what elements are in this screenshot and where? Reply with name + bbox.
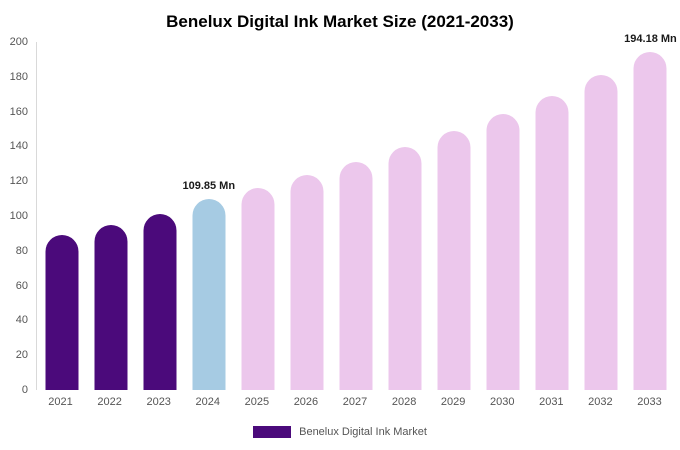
x-axis: 2021 2022 2023 2024 2025 2026 2027 2028 2029 2030… [36, 396, 674, 408]
legend: Benelux Digital Ink Market [0, 426, 680, 438]
chart-title: Benelux Digital Ink Market Size (2021-20… [166, 12, 514, 31]
x-tick-label-2022: 2022 [97, 396, 122, 408]
bar-group-2030 [479, 42, 528, 390]
chart-body: 0 20 40 60 80 100 120 140 160 180 200 109.85 Mn 194… [0, 33, 680, 396]
y-tick-label: 100 [9, 210, 28, 222]
legend-label: Benelux Digital Ink Market [299, 426, 427, 438]
bar-2029 [437, 131, 471, 390]
value-annotation-2024: 109.85 Mn [182, 179, 236, 192]
bar-2030 [486, 114, 520, 390]
bar-group-2031 [528, 42, 577, 390]
bar-2024 [192, 198, 226, 390]
y-tick-label: 0 [21, 384, 28, 396]
y-tick-label: 180 [9, 70, 28, 83]
x-tick-label-2026: 2026 [293, 396, 319, 408]
bar-2023 [143, 213, 177, 390]
y-tick-label: 160 [9, 105, 28, 118]
x-tick-label-2024: 2024 [195, 396, 221, 408]
y-tick-label: 80 [15, 244, 28, 257]
bar-2031 [535, 95, 569, 390]
y-axis: 0 20 40 60 80 100 120 140 160 180 200 [0, 36, 32, 396]
bar-2022 [94, 224, 128, 390]
x-tick-label-2021: 2021 [48, 396, 73, 408]
y-tick-label: 20 [15, 349, 28, 362]
x-tick-label-2032: 2032 [588, 396, 613, 408]
bar-group-2024: 109.85 Mn [182, 42, 236, 390]
bar-2027 [339, 162, 373, 390]
bar-group-2023 [135, 42, 184, 390]
x-tick-label-2031: 2031 [539, 396, 564, 408]
value-annotation-2033: 194.18 Mn [624, 33, 677, 46]
bar-2032 [584, 75, 618, 390]
y-tick-label: 60 [15, 279, 28, 292]
x-tick-label-2027: 2027 [342, 396, 368, 408]
bar-2025 [241, 187, 275, 390]
y-tick-label: 120 [9, 175, 28, 188]
bar-group-2026 [282, 42, 331, 390]
x-tick-label-2033: 2033 [637, 396, 662, 408]
bar-group-2032 [577, 42, 626, 390]
bar-group-2027 [331, 42, 380, 390]
bar-group-2022 [86, 42, 135, 390]
bar-group-2025 [233, 42, 282, 390]
y-tick-label: 40 [15, 314, 28, 327]
y-tick-label: 200 [9, 36, 28, 48]
bar-group-2029 [430, 42, 479, 390]
plot-area: 109.85 Mn 194.18 Mn [36, 33, 677, 390]
legend-swatch-icon [253, 426, 292, 438]
bar-group-2021 [37, 42, 86, 390]
bar-2021 [45, 234, 79, 390]
x-tick-label-2023: 2023 [146, 396, 171, 408]
x-tick-label-2025: 2025 [244, 396, 270, 408]
bar-group-2033: 194.18 Mn [624, 33, 677, 390]
x-tick-label-2029: 2029 [440, 396, 466, 408]
bar-2028 [388, 147, 422, 390]
x-tick-label-2030: 2030 [490, 396, 515, 408]
bar-group-2028 [381, 42, 430, 390]
x-tick-label-2028: 2028 [391, 396, 417, 408]
y-tick-label: 140 [9, 140, 28, 153]
bar-2033 [633, 52, 667, 390]
bar-2026 [290, 175, 324, 390]
